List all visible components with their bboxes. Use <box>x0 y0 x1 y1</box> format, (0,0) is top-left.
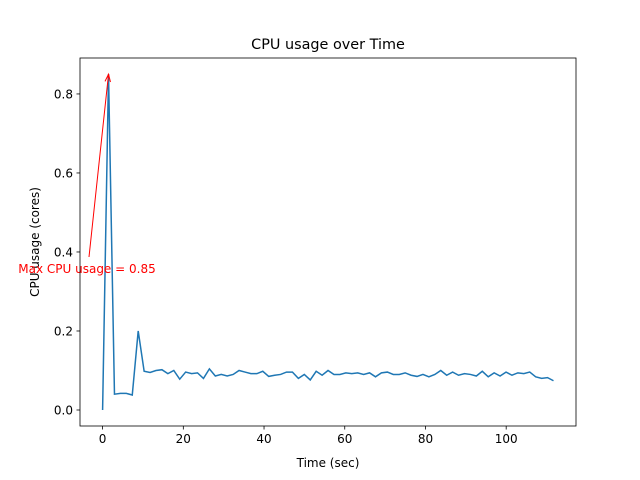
x-axis-label: Time (sec) <box>296 456 360 470</box>
y-tick-label: 0.6 <box>54 166 73 180</box>
x-tick-label: 60 <box>337 432 352 446</box>
y-axis-label: CPU usage (cores) <box>28 187 42 297</box>
annotation-arrow <box>88 72 111 258</box>
y-tick-label: 0.0 <box>54 404 73 418</box>
line-series <box>101 74 554 411</box>
plot-frame <box>79 57 577 427</box>
y-tick-label: 0.4 <box>54 245 73 259</box>
y-tick-label: 0.2 <box>54 324 73 338</box>
x-tick-label: 40 <box>256 432 271 446</box>
x-tick-label: 80 <box>418 432 433 446</box>
chart-title: CPU usage over Time <box>251 37 405 53</box>
annotation: Max CPU usage = 0.85 <box>18 262 155 276</box>
y-tick-label: 0.8 <box>54 87 73 101</box>
x-tick-label: 100 <box>495 432 518 446</box>
x-tick-label: 20 <box>176 432 191 446</box>
x-tick-label: 0 <box>99 432 107 446</box>
